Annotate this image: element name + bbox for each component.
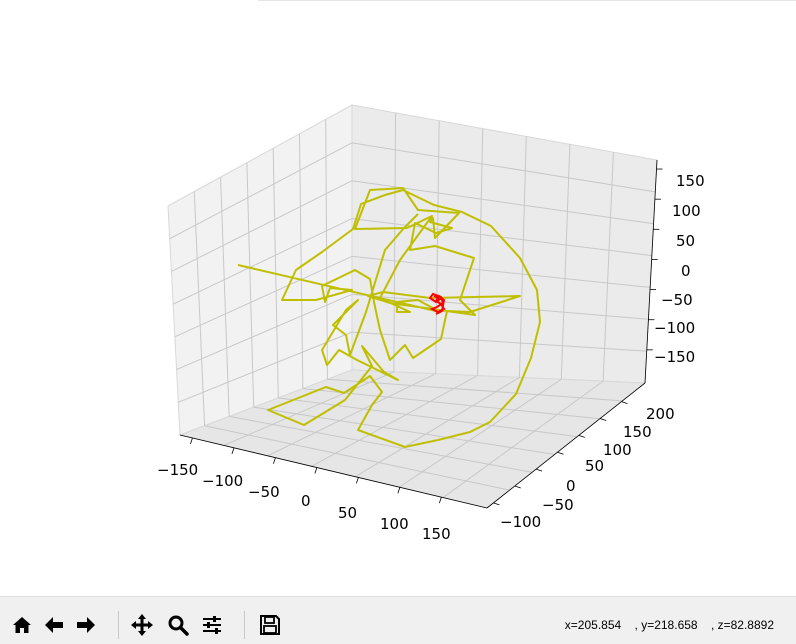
z-tick-label: 150 [676,172,705,190]
grid-line [351,142,656,193]
grid-line [204,425,510,491]
y-tick-mark [535,468,543,472]
grid-line [298,133,304,389]
canvas-border [258,0,796,1]
x-tick-label: −50 [248,483,280,501]
grid-line [442,380,604,498]
grid-line [174,255,353,338]
y-tick-mark [557,451,564,455]
move-icon [131,614,153,636]
grid-line [302,388,600,420]
z-tick-label: −100 [654,319,695,337]
y-tick-label: 200 [646,405,675,423]
grid-line [246,162,255,408]
cursor-coordinates: x=205.854 , y=218.658 , z=82.8892 [565,618,774,632]
plot-canvas[interactable]: −150 −100 −50 0 50 100 150 −100 −50 0 50… [0,0,796,596]
x-tick-mark [438,497,442,504]
x-tick-label: 50 [338,504,357,522]
y-tick-mark [514,485,521,489]
zoom-button[interactable] [164,611,192,639]
grid-line [602,152,614,382]
x-tick-mark [273,457,276,464]
x-tick-mark [314,467,318,474]
grid-line [178,331,353,403]
grid-line [172,218,353,305]
grid-line [355,377,520,478]
toolbar-separator [244,611,245,639]
x-tick-label: 150 [422,525,451,543]
toolbar-separator [118,611,119,639]
z-tick-label: 100 [672,202,701,220]
arrow-right-icon [77,617,95,633]
y-tick-label: −50 [542,496,574,514]
grid-line [278,397,578,438]
navigation-toolbar: x=205.854 , y=218.658 , z=82.8892 [0,596,796,644]
coord-x: x=205.854 [564,618,622,632]
tick-marks [190,168,663,506]
grid-line [393,112,397,372]
series-line-red [428,292,446,315]
y-tick-label: 150 [623,423,652,441]
coord-y: , y=218.658 [634,618,698,632]
series-line-yellow [237,187,541,448]
x-axis-line [179,434,488,509]
home-button[interactable] [8,611,36,639]
back-button[interactable] [40,611,68,639]
y-tick-mark [493,502,500,506]
grid-line [220,177,230,417]
arrow-left-icon [45,617,63,633]
z-tick-label: 50 [676,232,695,250]
y-tick-label: −100 [500,513,541,531]
grid-line [171,180,353,272]
grid-line [351,293,649,320]
y-tick-mark [600,418,607,421]
y-tick-label: 100 [603,441,632,459]
z-tick-label: −50 [661,291,693,309]
coord-z: , z=82.8892 [710,618,774,632]
grid-line [311,375,478,467]
z-tick-label: 0 [681,262,691,280]
grid-line [223,371,395,446]
forward-button[interactable] [72,611,100,639]
save-button[interactable] [256,611,284,639]
grid-line [193,191,206,426]
grid-line [267,373,436,457]
x-tick-mark [397,487,401,494]
magnifier-icon [168,615,189,636]
x-tick-label: −150 [157,461,198,479]
configure-subplots-button[interactable] [198,611,226,639]
y-tick-mark [621,401,628,404]
y-tick-mark [578,434,585,438]
home-icon [13,617,31,633]
grid-line [399,378,562,488]
x-tick-label: 100 [380,515,409,533]
pan-button[interactable] [128,611,156,639]
z-axis-line [644,159,658,384]
grid-line [253,406,555,455]
sliders-icon [203,616,221,634]
grid-line [351,255,651,288]
3d-axes: −150 −100 −50 0 50 100 150 −100 −50 0 50… [157,104,705,543]
y-axis-line [486,382,646,509]
x-tick-label: 0 [301,492,311,510]
grid-line [518,136,527,378]
z-tick-label: −150 [654,348,695,366]
x-tick-mark [190,437,193,445]
back-right-pane [351,104,658,384]
grid-line [229,415,533,473]
grid-line [560,144,571,380]
y-tick-label: 50 [585,457,604,475]
grid-line [176,293,353,371]
grid-line [351,331,647,352]
grid-line [477,128,484,376]
grid-line [327,378,623,402]
y-tick-label: 0 [566,477,576,495]
x-tick-label: −100 [202,472,243,490]
x-tick-mark [356,477,359,484]
grid-line [169,142,353,240]
floppy-disk-icon [260,615,280,635]
x-tick-mark [231,447,235,454]
